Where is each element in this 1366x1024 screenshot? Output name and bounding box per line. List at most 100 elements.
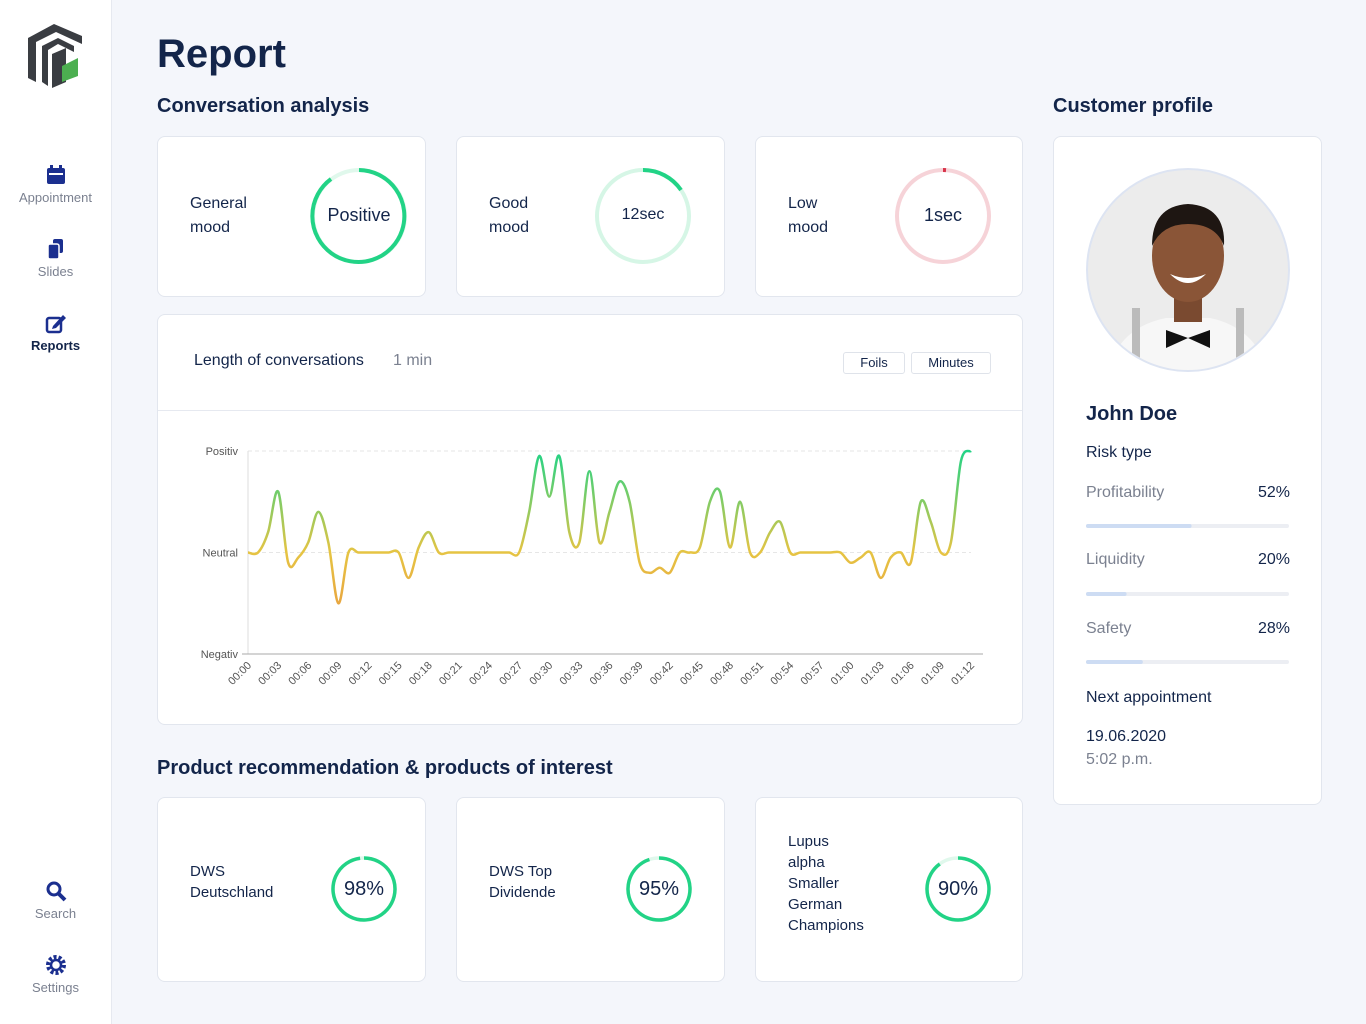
ring — [895, 168, 991, 264]
ring — [310, 168, 407, 264]
ring — [331, 856, 397, 922]
x-tick-label: 00:30 — [527, 660, 555, 688]
x-tick-label: 00:45 — [678, 660, 706, 688]
mood-card: Low mood 1sec — [755, 136, 1023, 297]
x-tick-label: 00:18 — [407, 660, 435, 688]
x-tick-label: 00:51 — [738, 660, 766, 688]
section-title: Conversation analysis — [157, 95, 370, 117]
next-appointment-label: Next appointment — [1086, 689, 1212, 706]
x-tick-label: 00:15 — [377, 660, 405, 688]
icon — [46, 165, 65, 184]
y-tick-label: Neutral — [203, 548, 238, 560]
nav-search[interactable]: Search — [0, 880, 111, 921]
ring-arc — [626, 856, 692, 922]
ring-text: Positive — [327, 205, 391, 225]
x-tick-label: 00:39 — [618, 660, 646, 688]
risk-label: Safety — [1086, 620, 1132, 637]
icon — [46, 881, 66, 902]
x-tick-label: 00:24 — [467, 660, 495, 688]
product-name: DWS Top Dividende — [489, 863, 556, 901]
icon — [46, 239, 63, 260]
risk-value: 20% — [1257, 551, 1290, 568]
x-tick-label: 01:09 — [919, 660, 947, 688]
card-label: Good mood — [489, 195, 530, 236]
appointment-date: 19.06.2020 — [1086, 728, 1167, 745]
x-tick-label: 00:06 — [286, 660, 314, 688]
ring — [925, 856, 991, 922]
x-tick-label: 00:03 — [256, 660, 284, 688]
x-tick-label: 00:42 — [648, 660, 676, 688]
risk-type-label: Risk type — [1086, 444, 1152, 461]
divider — [158, 410, 1022, 411]
nav-slides[interactable]: Slides — [0, 238, 111, 279]
risk-bar — [1086, 524, 1192, 528]
risk-label: Profitability — [1086, 484, 1165, 501]
icon — [45, 315, 66, 334]
ring-text: 98% — [343, 878, 385, 900]
risk-value: 52% — [1257, 484, 1290, 501]
mood-card: Good mood 12sec — [456, 136, 725, 297]
nav-reports[interactable]: Reports — [0, 312, 111, 353]
ring — [626, 856, 692, 922]
nav-appointment[interactable]: Appointment — [0, 164, 111, 205]
x-tick-label: 00:09 — [317, 660, 345, 688]
logo — [28, 24, 82, 88]
chart: Negativ Neutral Positiv 00:00 00:03 00:06 00:0… — [201, 446, 983, 688]
nav-settings[interactable]: Settings — [0, 954, 111, 995]
toggle-button[interactable]: Minutes — [911, 352, 991, 374]
icon — [45, 955, 66, 975]
ring-text: 95% — [638, 878, 680, 900]
x-tick-label: 00:36 — [588, 660, 616, 688]
section-title: Product recommendation & products of int… — [157, 757, 613, 779]
x-tick-label: 00:27 — [497, 660, 525, 688]
x-tick-label: 00:57 — [799, 660, 827, 688]
card-label: General mood — [190, 195, 247, 236]
risk-bar — [1086, 660, 1143, 664]
product-card: DWS Deutschland 98% — [157, 797, 426, 982]
product-card: DWS Top Dividende 95% — [456, 797, 725, 982]
x-tick-label: 01:03 — [859, 660, 887, 688]
nav-label: Search — [34, 906, 77, 921]
nav-label: Reports — [30, 338, 81, 353]
product-card: Lupus alpha Smaller German Champions 90% — [755, 797, 1023, 982]
customer-name: John Doe — [1086, 403, 1178, 425]
x-tick-label: 00:21 — [437, 660, 465, 688]
card-label: Low mood — [788, 195, 829, 236]
avatar — [1086, 168, 1290, 372]
risk-label: Liquidity — [1086, 551, 1145, 568]
chart-title: Length of conversations — [194, 352, 364, 369]
ring-text: 1sec — [923, 205, 963, 225]
x-tick-label: 00:12 — [347, 660, 375, 688]
mood-card: General mood Positive — [157, 136, 426, 297]
ring-arc — [925, 856, 991, 922]
x-tick-label: 00:54 — [768, 660, 796, 688]
risk-value: 28% — [1257, 620, 1290, 637]
product-name: DWS Deutschland — [190, 863, 274, 901]
x-tick-label: 01:06 — [889, 660, 917, 688]
page-title: Report — [157, 32, 286, 76]
ring-text: 90% — [937, 878, 979, 900]
ring-text: 12sec — [621, 206, 665, 223]
nav-label: Slides — [37, 264, 74, 279]
sidebar: Appointment Slides Reports Search Settin… — [0, 0, 112, 1024]
chart-card: Length of conversations 1 min Foils Minu… — [157, 314, 1023, 725]
x-tick-label: 01:00 — [829, 660, 857, 688]
risk-bars — [1086, 524, 1289, 664]
ring-arc — [331, 856, 397, 922]
chart-subtitle: 1 min — [393, 352, 433, 369]
line — [247, 449, 972, 605]
x-tick-label: 00:00 — [226, 660, 254, 688]
product-name: Lupus alpha Smaller German Champions — [788, 833, 864, 934]
appointment-time: 5:02 p.m. — [1086, 751, 1153, 768]
ring — [595, 167, 691, 264]
profile-card: John Doe Risk type Next appointment 19.0… — [1053, 136, 1322, 805]
x-tick-label: 00:48 — [708, 660, 736, 688]
nav-label: Appointment — [19, 190, 92, 205]
section-title: Customer profile — [1053, 95, 1214, 117]
x-tick-label: 01:12 — [949, 660, 977, 688]
y-tick-label: Negativ — [201, 649, 239, 661]
y-tick-label: Positiv — [206, 446, 239, 458]
risk-track — [1086, 592, 1289, 596]
toggle-button[interactable]: Foils — [843, 352, 905, 374]
